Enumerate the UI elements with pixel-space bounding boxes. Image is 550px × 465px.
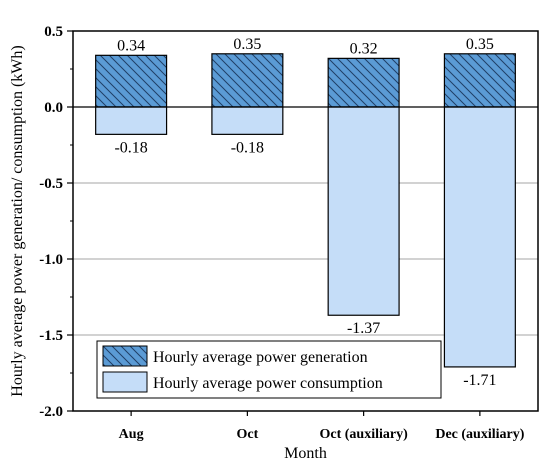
data-label-consumption-2: -1.37 bbox=[347, 320, 380, 337]
legend-box bbox=[96, 340, 442, 399]
x-tick-label-1: Oct bbox=[236, 427, 258, 442]
data-label-generation-0: 0.34 bbox=[117, 37, 145, 54]
x-axis-title: Month bbox=[284, 445, 327, 462]
legend-swatch-consumption bbox=[102, 371, 148, 393]
bar-consumption-3 bbox=[443, 106, 516, 368]
x-tick-label-0: Aug bbox=[119, 427, 144, 442]
bar-generation-3 bbox=[443, 53, 516, 108]
x-axis-ticks: Aug Oct Oct (auxiliary) Dec (auxiliary) bbox=[119, 411, 525, 442]
data-label-consumption-3: -1.71 bbox=[463, 372, 496, 389]
bars bbox=[95, 53, 516, 368]
y-tick-label-1: 0.0 bbox=[44, 100, 63, 116]
bar-generation-0 bbox=[95, 54, 168, 108]
data-labels: 0.34 -0.18 0.35 -0.18 0.32 -1.37 0.35 -1.71 bbox=[114, 36, 496, 389]
data-label-generation-1: 0.35 bbox=[233, 36, 261, 53]
y-tick-label-3: -1.0 bbox=[39, 252, 63, 268]
bar-generation-2 bbox=[327, 57, 400, 108]
data-label-consumption-1: -0.18 bbox=[231, 139, 264, 156]
bar-consumption-0 bbox=[95, 106, 168, 135]
bar-consumption-2 bbox=[327, 106, 400, 316]
y-tick-label-5: -2.0 bbox=[39, 404, 63, 420]
y-tick-label-4: -1.5 bbox=[39, 328, 63, 344]
data-label-consumption-0: -0.18 bbox=[114, 139, 147, 156]
x-tick-label-3: Dec (auxiliary) bbox=[435, 427, 524, 442]
y-tick-label-0: 0.5 bbox=[44, 24, 63, 40]
y-axis-title: Hourly average power generation/ consump… bbox=[9, 45, 26, 396]
data-label-generation-3: 0.35 bbox=[466, 36, 494, 53]
legend-swatch-generation bbox=[102, 345, 148, 367]
data-label-generation-2: 0.32 bbox=[350, 40, 378, 57]
bar-generation-1 bbox=[211, 53, 284, 108]
y-tick-label-2: -0.5 bbox=[39, 176, 63, 192]
bar-consumption-1 bbox=[211, 106, 284, 135]
x-tick-label-2: Oct (auxiliary) bbox=[319, 427, 408, 442]
legend: Hourly average power generation Hourly a… bbox=[96, 340, 442, 399]
legend-label-generation: Hourly average power generation bbox=[153, 349, 368, 366]
y-axis-ticks: 0.5 0.0 -0.5 -1.0 -1.5 -2.0 bbox=[39, 24, 73, 420]
legend-label-consumption: Hourly average power consumption bbox=[153, 375, 383, 392]
